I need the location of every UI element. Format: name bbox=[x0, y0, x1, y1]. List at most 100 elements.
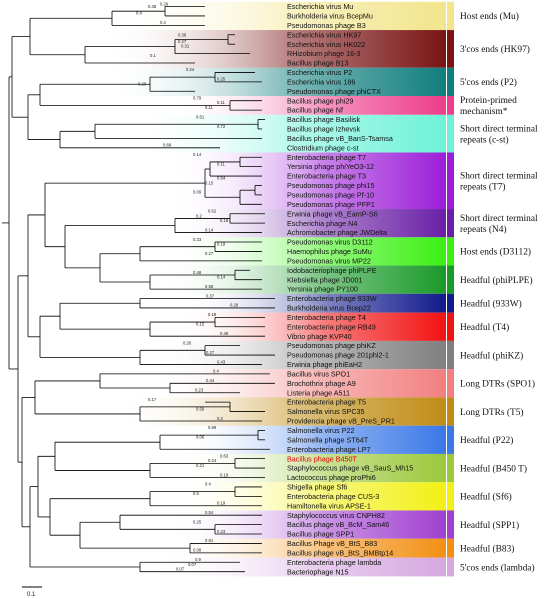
group-label: Headful (phiPLPE) bbox=[460, 275, 533, 286]
branch-length-label: 0.19 bbox=[220, 472, 229, 477]
leaf-label: Pseudomonas virus D3112 bbox=[287, 238, 373, 247]
branch-length-label: 0.1 bbox=[150, 53, 156, 58]
branch-length-label: 0.24 bbox=[208, 458, 217, 463]
leaf-label: Lactococcus phage proPhi6 bbox=[287, 473, 376, 482]
branch-length-label: 0.31 bbox=[181, 44, 190, 49]
group-label: repeats (T7) bbox=[460, 182, 506, 193]
leaf-label: Pseudomonas virus MP22 bbox=[287, 256, 371, 265]
leaf-label: Staphylococcus phage vB_SauS_Mh15 bbox=[287, 464, 413, 473]
branch-length-label: 0.23 bbox=[195, 388, 204, 393]
leaf-label: Haemophilus phage SuMu bbox=[287, 247, 372, 256]
branch-length-label: 0.07 bbox=[188, 562, 197, 567]
group-color-box bbox=[447, 114, 454, 153]
branch-length-label: 0.49 bbox=[220, 331, 229, 336]
group-color-box bbox=[447, 340, 454, 370]
branch-length-label: 0.48 bbox=[193, 270, 202, 275]
branch-length-label: 0.14 bbox=[217, 274, 226, 279]
leaf-label: Enterobacteria phage LP7 bbox=[287, 445, 371, 454]
branch-length-label: 0.4 bbox=[136, 11, 142, 16]
leaf-label: Salmonella virus SPC35 bbox=[287, 407, 365, 416]
clade-band bbox=[105, 30, 446, 68]
leaf-label: Bacillus phage B13 bbox=[287, 59, 349, 68]
group-label: mechanism* bbox=[460, 107, 508, 117]
group-label: Long DTRs (SPO1) bbox=[460, 379, 535, 390]
group-color-box bbox=[447, 482, 454, 511]
leaf-label: Listeria phage A511 bbox=[287, 388, 350, 397]
leaf-label: Bacillus phage Nf bbox=[287, 106, 343, 115]
leaf-label: Salmonella phage ST64T bbox=[287, 435, 369, 444]
branch-length-label: 0.56 bbox=[196, 406, 205, 411]
leaf-label: Escherichia virus HK022 bbox=[287, 40, 365, 49]
group-color-box bbox=[447, 237, 454, 266]
group-label: 5'cos ends (P2) bbox=[460, 77, 517, 88]
branch-length-label: 0.9 bbox=[195, 557, 201, 562]
branch-length-labels: 0.260.380.40.40.360.310.10.270.240.250.2… bbox=[136, 1, 239, 571]
scale-bar: 0.1 bbox=[22, 586, 42, 598]
leaf-label: Enterobacteria phage T5 bbox=[287, 398, 366, 407]
branch-length-label: 0.19 bbox=[217, 242, 226, 247]
leaf-label: Enterobacteria phage CUS-3 bbox=[287, 492, 379, 501]
leaf-label: Pseudomonas phage phiKZ bbox=[287, 341, 376, 350]
group-color-box bbox=[447, 293, 454, 313]
leaf-label: Enterobacteria phage T3 bbox=[287, 172, 366, 181]
branch-length-label: 0.62 bbox=[208, 209, 217, 214]
leaf-label: Burkholderia virus BcepMu bbox=[287, 12, 373, 21]
branch-length-label: 0.43 bbox=[217, 359, 226, 364]
branch-length-label: 0.44 bbox=[206, 378, 215, 383]
group-label: Long DTRs (T5) bbox=[460, 407, 524, 418]
leaf-label: Pseudomonas phage Pf-10 bbox=[287, 191, 374, 200]
branch-length-label: 0.26 bbox=[183, 340, 192, 345]
group-color-box bbox=[447, 209, 454, 238]
leaf-label: Enterobacteria phage RB49 bbox=[287, 322, 376, 331]
leaf-label: Enterobacteria phage lambda bbox=[287, 558, 381, 567]
branch-length-label: 0.4 bbox=[160, 20, 166, 25]
branch-length-label: 0.14 bbox=[205, 227, 214, 232]
group-color-box bbox=[447, 265, 454, 294]
group-color-box bbox=[447, 67, 454, 96]
branch-length-label: 0.23 bbox=[217, 529, 226, 534]
branch-length-label: 0.25 bbox=[193, 519, 202, 524]
branch-length-label: 0.2 bbox=[196, 213, 202, 218]
leaf-label: Enterobacteria phage 933W bbox=[287, 294, 377, 303]
branch-length-label: 0.08 bbox=[193, 548, 202, 553]
group-color-box bbox=[447, 557, 454, 577]
scale-bar-label: 0.1 bbox=[27, 592, 36, 598]
branch-length-label: 0.06 bbox=[196, 435, 205, 440]
leaf-label: Clostridium phage c-st bbox=[287, 143, 359, 152]
group-color-box bbox=[447, 95, 454, 115]
branch-length-label: 0.4 bbox=[205, 482, 211, 487]
branch-length-label: 0.26 bbox=[160, 1, 169, 6]
leaf-label: Bacillus phage Basilisk bbox=[287, 115, 361, 124]
group-label: Host ends (D3112) bbox=[460, 247, 531, 258]
leaf-label: Escherichia virus HK97 bbox=[287, 30, 361, 39]
branch-length-label: 0.27 bbox=[206, 350, 215, 355]
branch-length-label: 0.2 bbox=[217, 416, 223, 421]
branch-length-label: 0.58 bbox=[205, 284, 214, 289]
group-color-box bbox=[447, 30, 454, 68]
group-color-box bbox=[447, 312, 454, 341]
group-color-box bbox=[447, 397, 454, 426]
branch-length-label: 0.11 bbox=[217, 100, 226, 105]
group-label: Headful (T4) bbox=[460, 322, 509, 333]
leaf-label: Achromobacter phage JWDelta bbox=[287, 228, 387, 237]
branch-length-label: 0.89 bbox=[208, 425, 217, 430]
leaf-label: Bacillus phage vB_BcM_Sam46 bbox=[287, 520, 389, 529]
leaf-label: Pseudomonas phage phi15 bbox=[287, 181, 375, 190]
group-label: Host ends (Mu) bbox=[460, 11, 519, 22]
group-label: Short direct terminal bbox=[460, 172, 538, 182]
leaf-label: Brochothrix phage A9 bbox=[287, 379, 356, 388]
branch-length-label: 0.26 bbox=[138, 81, 147, 86]
group-label: Headful (933W) bbox=[460, 299, 522, 310]
branch-length-label: 0.79 bbox=[193, 96, 202, 101]
branch-length-label: 0.63 bbox=[220, 453, 229, 458]
group-label: Headful (B83) bbox=[460, 543, 514, 554]
branch-length-label: 0.38 bbox=[148, 4, 157, 9]
branch-length-label: 0.27 bbox=[205, 251, 214, 256]
leaf-label: Enterobacteria phage T4 bbox=[287, 313, 366, 322]
leaf-label: Bacillus phage vB_BtS_BMBtp14 bbox=[287, 548, 393, 557]
branch-length-label: 0.18 bbox=[220, 218, 229, 223]
branch-length-label: 0.09 bbox=[193, 190, 202, 195]
group-label: Headful (P22) bbox=[460, 435, 513, 446]
group-color-box bbox=[447, 152, 454, 210]
